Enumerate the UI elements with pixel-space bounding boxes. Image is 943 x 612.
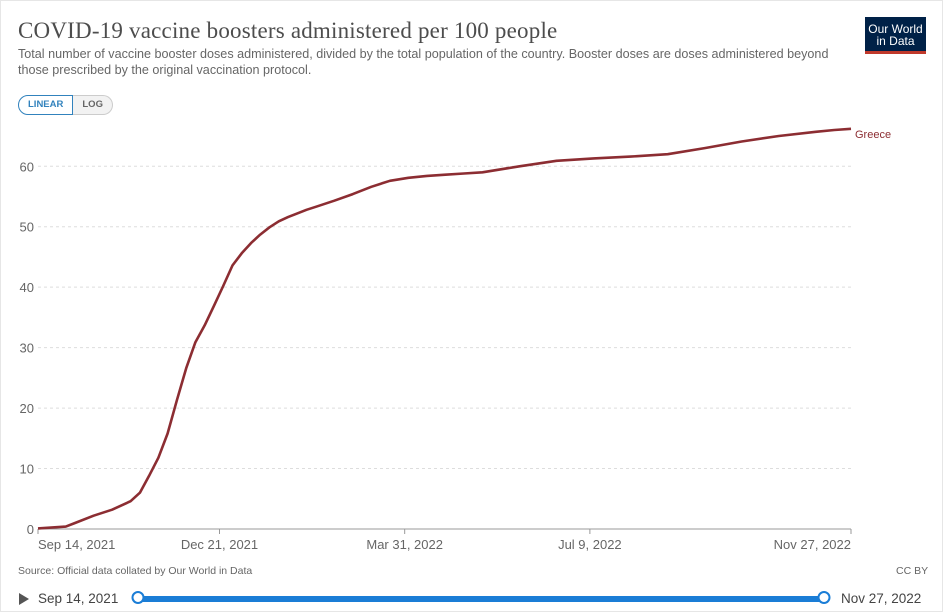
x-tick-label: Dec 21, 2021 (181, 537, 258, 552)
logo-line-1: Our World (868, 22, 923, 36)
series-line-greece[interactable] (37, 127, 852, 530)
owid-logo[interactable]: Our World in Data (865, 17, 926, 54)
license-label[interactable]: CC BY (896, 565, 929, 577)
y-tick-label: 40 (20, 280, 34, 295)
y-tick-label: 50 (20, 220, 34, 235)
y-tick-label: 10 (20, 462, 34, 477)
x-tick-label: Mar 31, 2022 (366, 537, 443, 552)
timeline-track[interactable] (138, 596, 824, 602)
y-tick-label: 0 (27, 522, 34, 537)
y-tick-label: 30 (20, 341, 34, 356)
timeline-start-label: Sep 14, 2021 (38, 591, 119, 606)
linear-scale-button[interactable]: LINEAR (18, 95, 74, 115)
x-tick-label: Sep 14, 2021 (38, 537, 115, 552)
timeline-end-handle[interactable] (817, 591, 831, 604)
x-tick-label: Jul 9, 2022 (558, 537, 622, 552)
scale-toggle: LINEAR LOG (18, 95, 113, 115)
timeline: Sep 14, 2021 Nov 27, 2022 (0, 588, 943, 612)
source-note[interactable]: Source: Official data collated by Our Wo… (18, 565, 253, 577)
log-scale-button[interactable]: LOG (73, 95, 113, 115)
chart-subtitle: Total number of vaccine booster doses ad… (18, 47, 829, 77)
line-chart: 0 10 20 30 40 50 60 Sep 14, 2021 Dec 21, 2021 Mar… (20, 127, 891, 552)
timeline-end-label: Nov 27, 2022 (841, 591, 922, 606)
y-tick-label: 60 (20, 159, 34, 174)
x-tick-label: Nov 27, 2022 (774, 537, 851, 552)
timeline-start-handle[interactable] (131, 591, 145, 604)
logo-line-2: in Data (876, 34, 915, 48)
play-icon[interactable] (19, 593, 29, 605)
series-label-greece[interactable]: Greece (855, 129, 891, 141)
y-tick-label: 20 (20, 401, 34, 416)
chart-title: COVID-19 vaccine boosters administered p… (18, 18, 558, 43)
